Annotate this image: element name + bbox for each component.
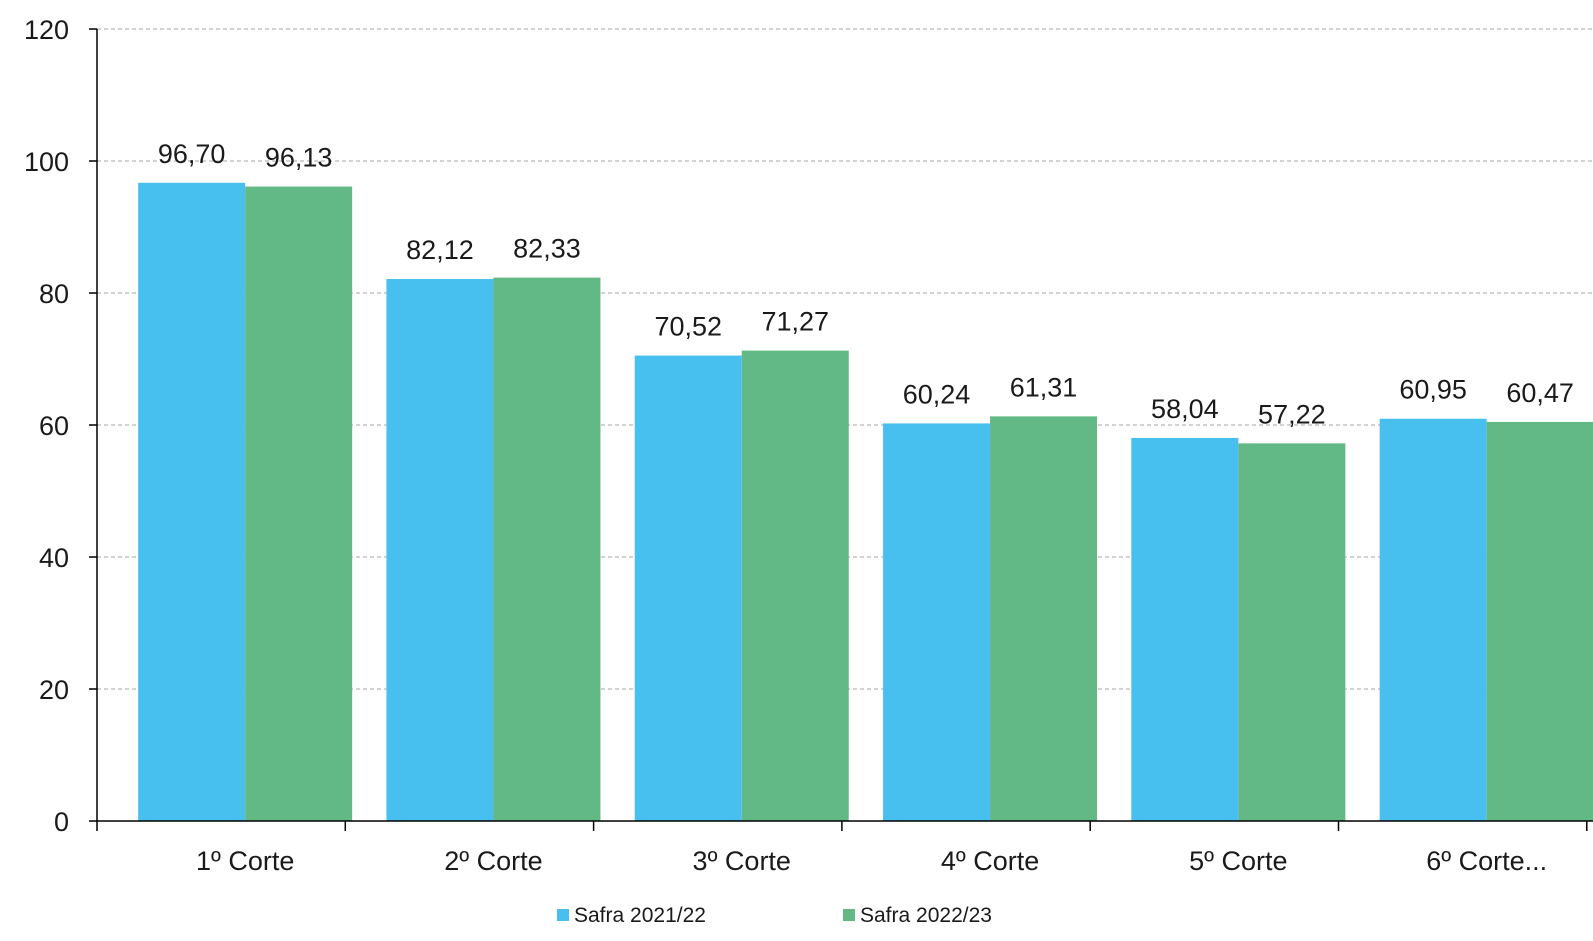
data-label: 70,52 — [654, 312, 722, 342]
legend: Safra 2021/22 Safra 2022/23 — [557, 904, 992, 927]
bar-2-3 — [741, 350, 849, 821]
y-tick-label: 40 — [39, 543, 69, 573]
bar-1-1 — [138, 182, 246, 821]
data-label: 96,70 — [158, 139, 226, 169]
data-label: 61,31 — [1010, 372, 1078, 402]
bar-2-1 — [245, 186, 353, 822]
bar-2-4 — [990, 416, 1098, 821]
axes: 0 20 40 60 80 100 120 1º Corte 2º Corte 3º Corte 4… — [24, 15, 1593, 876]
bar-2-5 — [1238, 443, 1346, 821]
legend-swatch-1 — [557, 909, 569, 921]
data-label: 82,33 — [513, 234, 581, 264]
bar-1-5 — [1131, 437, 1239, 821]
bar-1-2 — [386, 279, 494, 821]
x-tick-label: 6º Corte... — [1426, 846, 1547, 876]
y-tick-label: 80 — [39, 279, 69, 309]
x-tick-label: 5º Corte — [1189, 846, 1287, 876]
data-label: 96,13 — [265, 143, 333, 173]
legend-swatch-2 — [843, 909, 855, 921]
data-label: 82,12 — [406, 235, 474, 265]
data-label: 60,24 — [903, 379, 971, 409]
bar-1-3 — [634, 355, 742, 821]
bar-2-6 — [1486, 421, 1593, 821]
data-label: 57,22 — [1258, 399, 1326, 429]
data-label: 58,04 — [1151, 394, 1219, 424]
bar-2-2 — [493, 277, 601, 821]
y-tick-label: 60 — [39, 411, 69, 441]
bars — [138, 182, 1593, 822]
x-tick-label: 3º Corte — [693, 846, 791, 876]
data-label: 71,27 — [761, 307, 829, 337]
legend-label-1: Safra 2021/22 — [574, 904, 706, 927]
y-tick-label: 20 — [39, 675, 69, 705]
x-tick-label: 2º Corte — [444, 846, 542, 876]
data-label: 60,95 — [1399, 375, 1467, 405]
y-tick-label: 0 — [54, 807, 69, 837]
data-labels: 96,70 96,13 82,12 82,33 70,52 71,27 60,24 61,31… — [158, 139, 1574, 430]
y-tick-label: 100 — [24, 147, 69, 177]
legend-label-2: Safra 2022/23 — [860, 904, 992, 927]
x-tick-label: 4º Corte — [941, 846, 1039, 876]
x-tick-label: 1º Corte — [196, 846, 294, 876]
bar-1-6 — [1379, 418, 1487, 821]
y-tick-label: 120 — [24, 15, 69, 45]
bar-1-4 — [883, 423, 991, 821]
data-label: 60,47 — [1506, 378, 1574, 408]
